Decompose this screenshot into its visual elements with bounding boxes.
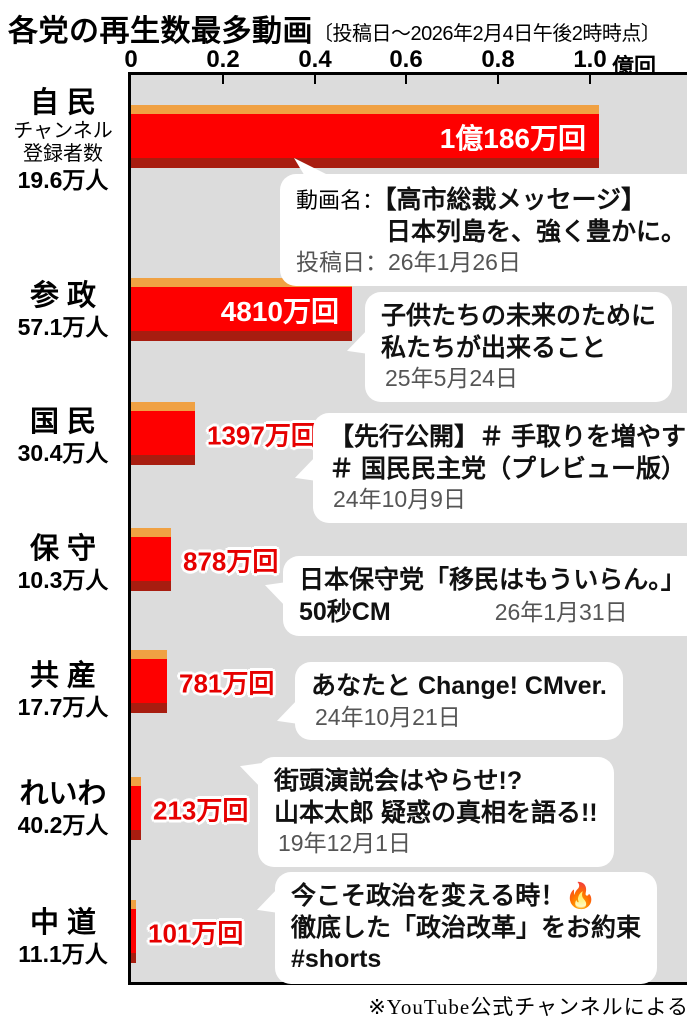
- video-bubble-hoshu: 日本保守党「移民はもういらん。」 50秒CM 26年1月31日: [265, 556, 693, 636]
- bar-row-jimin: 1億186万回: [0, 105, 693, 168]
- video-bubble-jimin: 動画名：【高市総裁メッセージ】 日本列島を、強く豊かに。 投稿日：26年1月26…: [280, 158, 693, 286]
- party-name: 参 政: [29, 280, 97, 312]
- subscriber-count: 11.1万人: [18, 940, 108, 967]
- x-tick-label: 0.8: [481, 46, 515, 73]
- subscriber-count: 17.7万人: [17, 693, 109, 720]
- bar-row-sansei: 4810万回: [0, 278, 693, 341]
- bar-row-kyosan: 781万回: [0, 650, 693, 713]
- post-date: 19年12月1日: [278, 830, 411, 856]
- views-value-label: 4810万回: [220, 295, 339, 327]
- views-value-label: 101万回: [148, 918, 244, 948]
- party-name: 自 民: [29, 87, 97, 119]
- subscriber-count: 10.3万人: [17, 566, 109, 593]
- bar-hoshu: [131, 528, 171, 591]
- tick-mark: [405, 75, 407, 84]
- video-title-line: 50秒CM: [299, 597, 391, 626]
- post-date: 24年10月21日: [315, 703, 461, 730]
- subscriber-note-line: 登録者数: [23, 142, 103, 165]
- views-value-label: 878万回: [183, 546, 279, 576]
- bar-row-hoshu: 878万回: [0, 528, 693, 591]
- video-name-prefix: 動画名：: [296, 188, 385, 213]
- post-date: 25年5月24日: [385, 365, 518, 391]
- party-name: 共 産: [29, 660, 97, 692]
- x-tick-label: 0.6: [389, 46, 423, 73]
- video-bubble-kyosan: あなたと Change! CMver. 24年10月21日: [277, 662, 623, 741]
- video-title-line: あなたと Change! CMver.: [311, 672, 607, 700]
- bar-kyosan: [131, 650, 167, 713]
- post-date-line: 投稿日：26年1月26日: [296, 248, 686, 278]
- x-tick-label: 0.4: [298, 46, 332, 73]
- chart-title-note: 〔投稿日〜2026年2月4日午後2時時点〕: [313, 23, 661, 45]
- bar-row-chudo: 101万回: [0, 900, 693, 963]
- party-label-reiwa: れいわ 40.2万人: [0, 778, 126, 838]
- views-value-label: 1億186万回: [439, 122, 586, 154]
- post-date-prefix: 投稿日：: [296, 249, 388, 275]
- subscriber-count: 30.4万人: [17, 439, 109, 466]
- video-title-line: 動画名：【高市総裁メッセージ】: [296, 186, 647, 214]
- video-subline: 50秒CM 26年1月31日: [299, 597, 686, 629]
- video-title-line: 【先行公開】＃ 手取りを増やす: [329, 423, 686, 451]
- views-value-label: 213万回: [153, 795, 249, 825]
- party-name: 保 守: [29, 533, 97, 565]
- party-name: 国 民: [29, 406, 97, 438]
- subscriber-count: 40.2万人: [17, 811, 109, 838]
- video-title-line: 今こそ政治を変える時！🔥: [291, 882, 597, 910]
- video-title-line: 私たちが出来ること: [381, 333, 607, 362]
- video-title-line: 徹底した「政治改革」をお約束: [291, 913, 642, 942]
- bar-chudo: [131, 900, 136, 963]
- x-tick-label: 0.2: [206, 46, 240, 73]
- video-bubble-kokumin: 【先行公開】＃ 手取りを増やす ＃ 国民民主党（プレビュー版） 24年10月9日: [295, 413, 693, 523]
- party-label-hoshu: 保 守 10.3万人: [0, 533, 126, 593]
- video-title-line: 子供たちの未来のために: [381, 302, 657, 330]
- bar-row-kokumin: 1397万回: [0, 402, 693, 465]
- party-label-sansei: 参 政 57.1万人: [0, 280, 126, 340]
- post-date: 24年10月9日: [333, 486, 466, 512]
- views-value-label: 781万回: [179, 668, 275, 698]
- bar-kokumin: [131, 402, 195, 465]
- x-tick-label: 1.0: [573, 46, 607, 73]
- post-date: 26年1月31日: [494, 598, 628, 625]
- tick-mark: [314, 75, 316, 84]
- party-label-jimin: 自 民 チャンネル 登録者数 19.6万人: [0, 87, 126, 193]
- video-title-line: ＃ 国民民主党（プレビュー版）: [329, 454, 686, 483]
- x-tick-label: 0: [124, 46, 138, 73]
- party-label-chudo: 中 道 11.1万人: [0, 907, 126, 967]
- party-name: 中 道: [29, 907, 97, 939]
- party-name: れいわ: [19, 778, 107, 810]
- views-value-label: 1397万回: [207, 420, 317, 450]
- subscriber-count: 57.1万人: [17, 313, 109, 340]
- video-bubble-reiwa: 街頭演説会はやらせ!? 山本太郎 疑惑の真相を語る!! 19年12月1日: [240, 757, 614, 867]
- tick-mark: [589, 75, 591, 84]
- tick-mark: [222, 75, 224, 84]
- chart-title-bar: 各党の再生数最多動画 〔投稿日〜2026年2月4日午後2時時点〕: [8, 6, 661, 50]
- chart-title: 各党の再生数最多動画: [8, 15, 313, 48]
- bar-sansei: 4810万回: [131, 278, 352, 341]
- bar-row-reiwa: 213万回: [0, 777, 693, 840]
- video-title-line: #shorts: [291, 945, 382, 973]
- bar-reiwa: [131, 777, 141, 840]
- source-footnote: ※YouTube公式チャンネルによる: [368, 995, 689, 1019]
- video-title-line: 日本保守党「移民はもういらん。」: [299, 566, 686, 594]
- video-bubble-sansei: 子供たちの未来のために 私たちが出来ること 25年5月24日: [347, 292, 673, 402]
- party-label-kokumin: 国 民 30.4万人: [0, 406, 126, 466]
- subscriber-count: 19.6万人: [17, 166, 109, 193]
- tick-mark: [497, 75, 499, 84]
- video-title-line: 日本列島を、強く豊かに。: [386, 217, 687, 246]
- video-bubble-chudo: 今こそ政治を変える時！🔥 徹底した「政治改革」をお約束 #shorts: [257, 872, 658, 984]
- video-title-line: 街頭演説会はやらせ!?: [274, 767, 523, 795]
- post-date: 26年1月26日: [388, 249, 521, 275]
- subscriber-note-line: チャンネル: [13, 119, 113, 142]
- party-label-kyosan: 共 産 17.7万人: [0, 660, 126, 720]
- video-title-line: 山本太郎 疑惑の真相を語る!!: [274, 798, 598, 827]
- bar-jimin: 1億186万回: [131, 105, 599, 168]
